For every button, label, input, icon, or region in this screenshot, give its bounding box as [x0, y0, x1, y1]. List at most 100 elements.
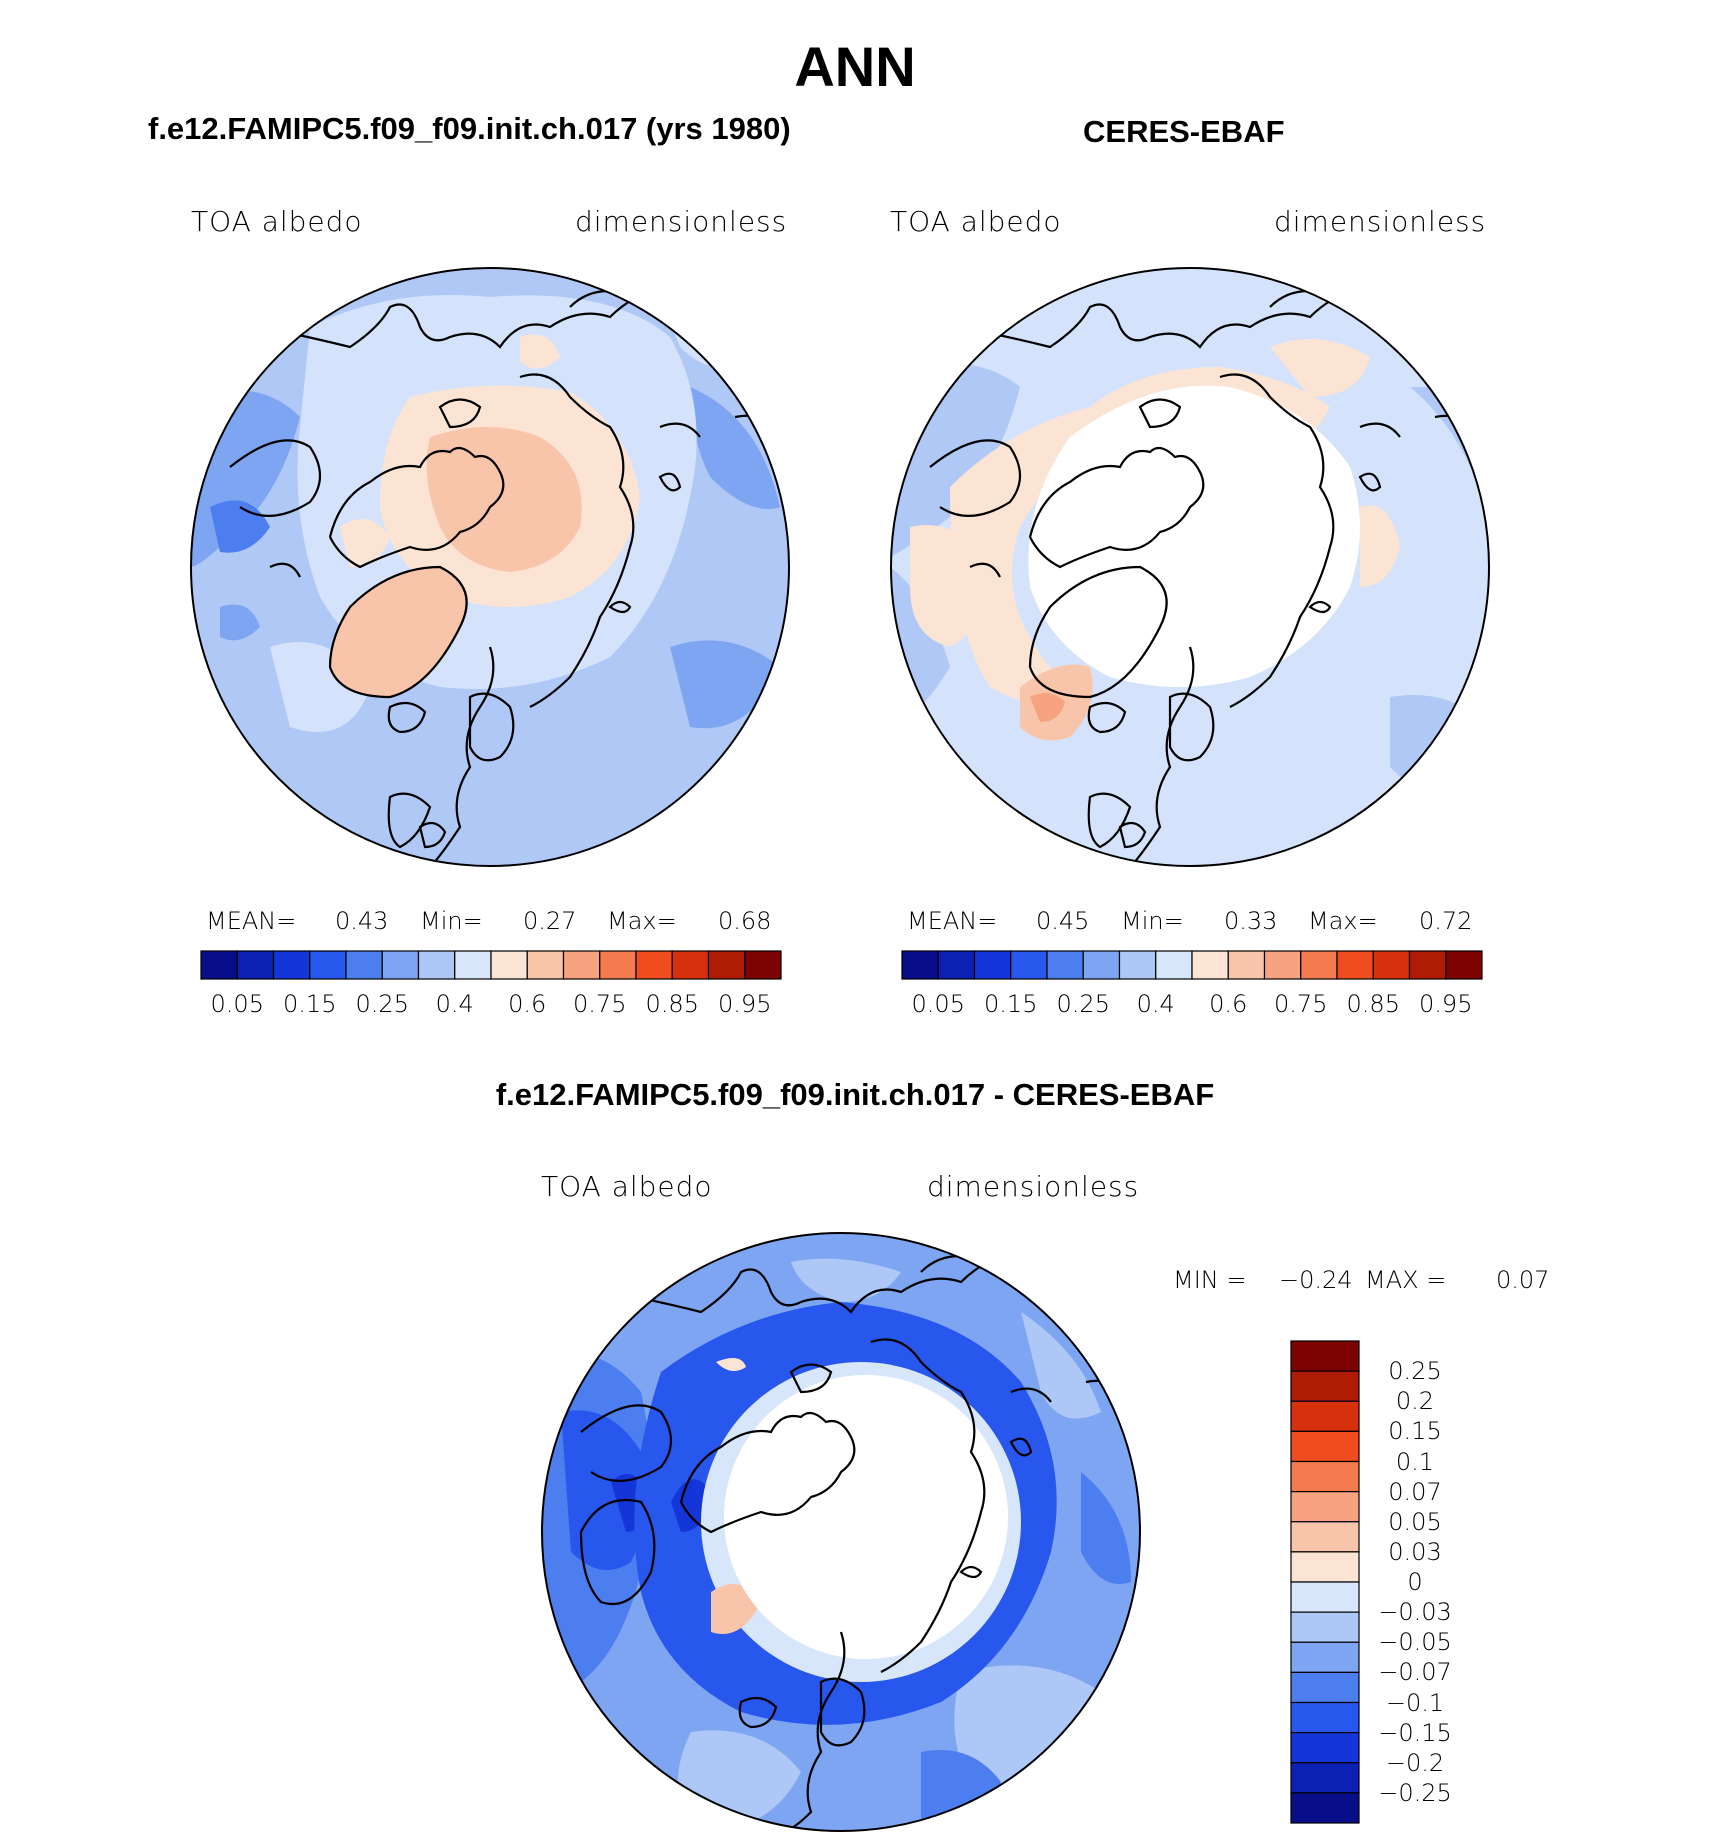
model-units-label: dimensionless [575, 205, 788, 238]
diff-colorbar-tick-label: −0.05 [1378, 1628, 1452, 1657]
diff-colorbar-swatch [1290, 1732, 1360, 1764]
model-colorbar-swatch [744, 950, 782, 980]
diff-colorbar-swatch [1290, 1370, 1360, 1402]
diff-colorbar-swatch [1290, 1491, 1360, 1523]
obs-pink-ring [950, 367, 1330, 705]
model-max-label: Max= [607, 907, 677, 935]
obs-min-label: Min= [1121, 907, 1184, 935]
model-variable-label: TOA albedo [191, 205, 363, 238]
obs-colorbar [901, 950, 1483, 980]
diff-colorbar-tick-label: −0.1 [1385, 1688, 1445, 1717]
model-colorbar-swatch [671, 950, 710, 980]
diff-colorbar-swatch [1290, 1521, 1360, 1553]
model-colorbar-swatch [707, 950, 746, 980]
model-colorbar-tick-label: 0.15 [283, 990, 337, 1018]
obs-colorbar-swatch [1118, 950, 1157, 980]
diff-colorbar-tick-label: 0 [1407, 1568, 1423, 1596]
diff-units-label: dimensionless [927, 1170, 1140, 1203]
model-panel-title: f.e12.FAMIPC5.f09_f09.init.ch.017 (yrs 1… [148, 111, 791, 146]
model-colorbar-tick-label: 0.85 [645, 990, 699, 1018]
model-colorbar-swatch [200, 950, 238, 980]
diff-map-border [541, 1232, 1141, 1832]
model-min-label: Min= [420, 907, 483, 935]
obs-colorbar-swatch [973, 950, 1012, 980]
obs-units-label: dimensionless [1274, 205, 1487, 238]
obs-colorbar-swatch [1300, 950, 1338, 980]
obs-colorbar-swatch [1010, 950, 1048, 980]
obs-colorbar-swatch [1336, 950, 1374, 980]
model-colorbar-swatch [381, 950, 420, 980]
diff-max-value: 0.07 [1496, 1266, 1550, 1294]
obs-mean-value: 0.45 [1036, 907, 1090, 935]
obs-greenland-peak [1030, 693, 1065, 722]
diff-variable-label: TOA albedo [541, 1170, 713, 1203]
obs-colorbar-swatch [1408, 950, 1447, 980]
model-colorbar-swatch [490, 950, 528, 980]
diff-colorbar-tick-label: −0.25 [1378, 1778, 1452, 1807]
diff-colorbar-tick-label: 0.15 [1388, 1417, 1442, 1446]
diff-colorbar-swatch [1290, 1581, 1360, 1613]
diff-colorbar-tick-label: −0.2 [1385, 1748, 1445, 1777]
obs-colorbar-swatch [1191, 950, 1229, 980]
model-colorbar-swatch [635, 950, 673, 980]
diff-colorbar-tick-label: 0.03 [1388, 1537, 1442, 1566]
model-colorbar-swatch [454, 950, 492, 980]
model-min-value: 0.27 [523, 907, 577, 935]
diff-max-label: MAX = [1365, 1266, 1447, 1294]
obs-colorbar-swatch [1155, 950, 1193, 980]
obs-colorbar-swatch [901, 950, 939, 980]
model-greenland [330, 567, 467, 697]
diff-colorbar-swatch [1290, 1551, 1360, 1583]
diff-colorbar-tick-label: 0.07 [1388, 1477, 1442, 1506]
obs-panel-title: CERES-EBAF [1083, 114, 1285, 149]
model-colorbar-swatch [526, 950, 565, 980]
diff-panel-title: f.e12.FAMIPC5.f09_f09.init.ch.017 - CERE… [495, 1077, 1215, 1112]
diff-colorbar-swatch [1290, 1792, 1360, 1824]
obs-colorbar-tick-label: 0.15 [984, 990, 1038, 1018]
obs-colorbar-swatch [1046, 950, 1084, 980]
obs-variable-label: TOA albedo [890, 205, 1062, 238]
model-polar-map [190, 267, 790, 867]
diff-colorbar-swatch [1290, 1611, 1360, 1643]
model-colorbar-swatch [417, 950, 456, 980]
diff-colorbar-swatch [1290, 1340, 1360, 1372]
diff-min-label: MIN = [1173, 1266, 1247, 1294]
diff-colorbar-swatch [1290, 1641, 1360, 1673]
model-colorbar-swatch [236, 950, 275, 980]
obs-colorbar-tick-label: 0.85 [1346, 990, 1400, 1018]
model-colorbar-swatch [309, 950, 347, 980]
diff-colorbar-swatch [1290, 1762, 1360, 1794]
obs-map-border [890, 267, 1490, 867]
model-map-border [190, 267, 790, 867]
obs-mean-label: MEAN= [907, 907, 998, 935]
obs-colorbar-tick-label: 0.4 [1136, 990, 1175, 1018]
obs-colorbar-tick-label: 0.25 [1056, 990, 1110, 1018]
obs-min-value: 0.33 [1224, 907, 1278, 935]
diff-colorbar-swatch [1290, 1701, 1360, 1734]
model-colorbar-tick-label: 0.75 [573, 990, 627, 1018]
obs-colorbar-swatch [1445, 950, 1483, 980]
model-colorbar-swatch [599, 950, 637, 980]
obs-colorbar-swatch [1082, 950, 1121, 980]
model-colorbar-tick-label: 0.25 [355, 990, 409, 1018]
obs-colorbar-swatch [1263, 950, 1302, 980]
model-colorbar-tick-label: 0.4 [435, 990, 474, 1018]
model-colorbar-tick-label: 0.05 [210, 990, 264, 1018]
figure-title: ANN [794, 35, 916, 98]
obs-max-value: 0.72 [1419, 907, 1473, 935]
model-colorbar-tick-label: 0.6 [508, 990, 547, 1018]
diff-colorbar-swatch [1290, 1400, 1360, 1432]
obs-polar-map [890, 267, 1490, 867]
diff-colorbar [1290, 1340, 1360, 1824]
diff-colorbar-ticks: 0.25 0.2 0.15 0.1 0.07 0.05 0.03 0 −0.03 −0.05 −0.… [1362, 1340, 1482, 1824]
obs-colorbar-ticks: 0.05 0.15 0.25 0.4 0.6 0.75 0.85 0.95 [901, 990, 1483, 1020]
model-colorbar-swatch [272, 950, 311, 980]
diff-colorbar-tick-label: 0.25 [1388, 1357, 1442, 1386]
obs-colorbar-swatch [1372, 950, 1411, 980]
model-colorbar-tick-label: 0.95 [718, 990, 772, 1018]
model-max-value: 0.68 [718, 907, 772, 935]
diff-polar-map [541, 1232, 1141, 1832]
obs-max-label: Max= [1308, 907, 1378, 935]
diff-coastlines [579, 1250, 1132, 1831]
diff-colorbar-tick-label: −0.15 [1378, 1718, 1452, 1747]
